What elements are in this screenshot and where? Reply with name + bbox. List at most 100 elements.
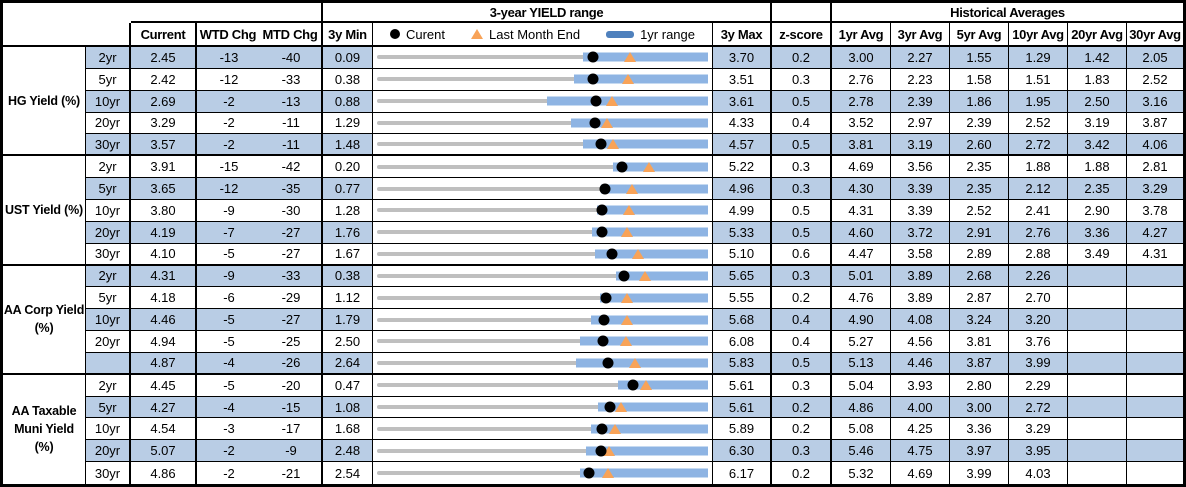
current-marker-icon (596, 226, 608, 238)
last-month-end-marker-icon (631, 248, 644, 259)
range-bar-area (377, 353, 708, 373)
last-month-end-marker-icon (601, 468, 614, 479)
current-value: 4.94 (131, 331, 197, 353)
5yr-avg-value: 3.24 (950, 309, 1009, 332)
last-month-end-marker-icon (640, 380, 653, 391)
last-month-end-marker-icon (615, 402, 628, 413)
3y-range-track (377, 251, 708, 256)
col-header-3yr-avg: 3yr Avg (891, 23, 950, 47)
1yr-avg-value: 4.90 (832, 309, 891, 332)
tenor-label: 10yr (86, 418, 131, 441)
last-month-end-marker-icon (606, 96, 619, 107)
range-bar-area (377, 331, 708, 352)
chart-legend: Curent Last Month End 1yr range (373, 23, 713, 47)
5yr-avg-value: 2.35 (950, 156, 1009, 179)
current-marker-icon (606, 248, 617, 260)
30yr-avg-value (1127, 265, 1183, 288)
30yr-avg-value: 2.05 (1127, 47, 1183, 69)
1yr-avg-value: 5.13 (832, 352, 891, 375)
range-bar-area (377, 397, 708, 418)
3y-max-value: 4.33 (713, 112, 772, 135)
current-marker-icon (587, 51, 599, 63)
range-bar-area (377, 244, 708, 264)
1yr-avg-value: 4.47 (832, 243, 891, 266)
1yr-avg-value: 5.27 (832, 331, 891, 353)
30yr-avg-value: 3.87 (1127, 112, 1183, 135)
5yr-avg-value: 2.39 (950, 112, 1009, 135)
3y-max-value: 5.22 (713, 156, 772, 179)
1yr-avg-value: 5.32 (832, 462, 891, 484)
historical-averages-title: Historical Averages (832, 3, 1183, 23)
3y-max-value: 6.30 (713, 440, 772, 463)
1yr-avg-value: 2.76 (832, 68, 891, 91)
mtd-chg-value: -40 (261, 47, 323, 69)
wtd-chg-value: -5 (197, 374, 261, 397)
last-month-end-marker-icon (606, 139, 619, 150)
z-score-value: 0.6 (772, 243, 832, 266)
yield-range-title: 3-year YIELD range (323, 3, 772, 23)
last-month-end-marker-icon (621, 74, 634, 85)
20yr-avg-value (1068, 309, 1127, 332)
1yr-range-bar (597, 205, 708, 215)
5yr-avg-value: 1.86 (950, 90, 1009, 113)
z-score-value: 0.4 (772, 331, 832, 353)
range-bar-area (377, 178, 708, 199)
3yr-avg-value: 2.27 (891, 47, 950, 69)
tenor-label: 30yr (86, 134, 131, 157)
wtd-chg-value: -2 (197, 90, 261, 113)
3yr-avg-value: 4.69 (891, 462, 950, 484)
yield-range-chart (373, 134, 713, 157)
current-marker-icon (627, 379, 639, 391)
3y-max-value: 5.68 (713, 309, 772, 332)
20yr-avg-value: 3.36 (1068, 221, 1127, 244)
wtd-chg-value: -2 (197, 134, 261, 157)
mtd-chg-value: -27 (261, 309, 323, 332)
3y-range-track (377, 295, 708, 300)
current-value: 5.07 (131, 440, 197, 463)
20yr-avg-value (1068, 374, 1127, 397)
yield-range-chart (373, 243, 713, 266)
3yr-avg-value: 2.97 (891, 112, 950, 135)
legend-1yr-range-bar-icon (606, 30, 635, 38)
3yr-avg-value: 3.19 (891, 134, 950, 157)
tenor-label: 20yr (86, 221, 131, 244)
3y-range-track (377, 208, 708, 213)
current-marker-icon (600, 292, 612, 304)
yield-range-chart (373, 374, 713, 397)
legend-last-month-end-item: Last Month End (471, 27, 580, 42)
3yr-avg-value: 4.75 (891, 440, 950, 463)
tenor-label: 20yr (86, 112, 131, 135)
wtd-chg-value: -3 (197, 418, 261, 441)
last-month-end-marker-icon (603, 445, 616, 456)
z-score-value: 0.3 (772, 374, 832, 397)
col-header-10yr-avg: 10yr Avg (1009, 23, 1068, 47)
yield-range-chart (373, 265, 713, 288)
mtd-chg-value: -42 (261, 156, 323, 179)
mtd-chg-value: -11 (261, 134, 323, 157)
mtd-chg-value: -35 (261, 178, 323, 200)
current-value: 4.18 (131, 287, 197, 310)
3y-max-value: 5.83 (713, 352, 772, 375)
col-header-1yr-avg: 1yr Avg (832, 23, 891, 47)
30yr-avg-value (1127, 462, 1183, 484)
current-marker-icon (589, 117, 601, 129)
3yr-avg-value: 4.08 (891, 309, 950, 332)
10yr-avg-value: 3.29 (1009, 418, 1068, 441)
current-marker-icon (595, 445, 607, 457)
10yr-avg-value: 2.72 (1009, 396, 1068, 419)
3y-range-track (377, 77, 708, 82)
mtd-chg-value: -27 (261, 221, 323, 244)
tenor-label: 10yr (86, 309, 131, 332)
header-spacer-tenor (3, 23, 131, 47)
1yr-range-bar (592, 227, 708, 237)
1yr-avg-value: 5.01 (832, 265, 891, 288)
col-header-wtd-mtd: WTD Chg MTD Chg (197, 23, 323, 47)
legend-current-dot-icon (389, 29, 400, 39)
col-header-30yr-avg: 30yr Avg (1127, 23, 1183, 47)
range-bar-area (377, 113, 708, 134)
legend-current-item: Curent (389, 27, 445, 42)
1yr-range-bar (613, 162, 708, 172)
z-score-value: 0.5 (772, 352, 832, 375)
3yr-avg-value: 4.25 (891, 418, 950, 441)
last-month-end-marker-icon (622, 205, 635, 216)
